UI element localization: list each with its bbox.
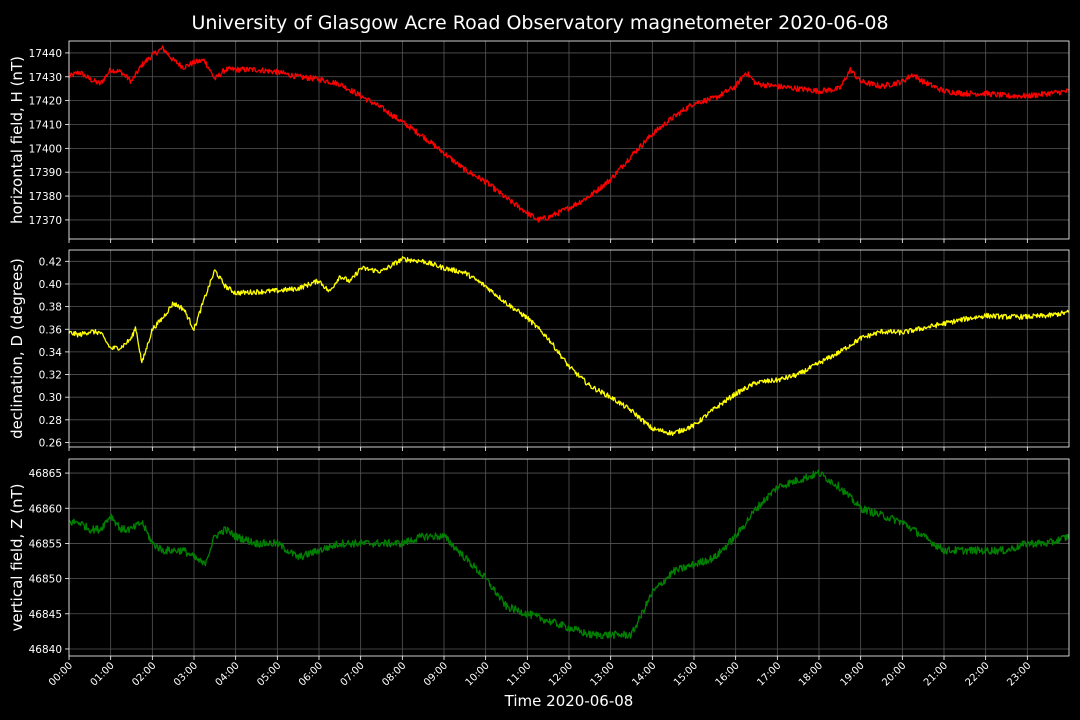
y-tick-label: 17430 [29,72,62,84]
x-tick-label: 14:00 [630,660,658,688]
x-tick-label: 18:00 [797,660,825,688]
y-tick-label: 46840 [29,644,62,656]
y-axis-label: declination, D (degrees) [8,258,26,439]
y-tick-label: 46845 [29,609,62,621]
y-tick-label: 17400 [29,143,62,155]
x-tick-label: 00:00 [47,660,75,688]
y-tick-label: 46855 [29,538,62,550]
x-tick-label: 21:00 [922,660,950,688]
x-tick-label: 11:00 [505,660,533,688]
panel-d: 0.26 0.28 0.30 0.32 0.34 0.36 0.38 0.40 0.42 decl… [8,249,1070,451]
x-tick-label: 22:00 [964,660,992,688]
y-tick-label: 0.28 [39,415,62,427]
y-tick-label: 17440 [29,48,62,60]
y-tick-label: 0.34 [39,347,63,359]
y-tick-label: 0.32 [39,370,62,382]
x-axis-label: Time 2020-06-08 [504,692,634,710]
x-tick-label: 20:00 [880,660,908,688]
y-tick-label: 46865 [29,468,62,480]
x-tick-label: 03:00 [172,660,200,688]
y-tick-label: 17380 [29,191,62,203]
x-tick-labels: 00:00 01:00 02:00 03:00 04:00 05:00 06:00 07:00… [47,660,1033,688]
plot-frame [68,249,1070,448]
y-tick-label: 0.36 [39,324,63,336]
y-tick-label: 0.38 [39,302,62,314]
series-line-z [68,469,1070,640]
chart-title: University of Glasgow Acre Road Observat… [191,12,888,34]
x-tick-label: 17:00 [755,660,783,688]
panel-h: 17370 17380 17390 17400 17410 17420 17430 17440… [8,40,1070,243]
x-tick-label: 02:00 [130,660,158,688]
y-tick-label: 46860 [29,503,62,515]
y-tick-label: 46850 [29,574,62,586]
x-tick-label: 04:00 [214,660,242,688]
y-tick-label: 0.26 [39,437,63,449]
y-tick-label: 0.30 [39,392,62,404]
x-tick-label: 16:00 [714,660,742,688]
x-tick-label: 23:00 [1005,660,1033,688]
x-tick-label: 15:00 [672,660,700,688]
x-tick-label: 05:00 [255,660,283,688]
series-line-h [68,45,1070,223]
y-tick-label: 17390 [29,167,62,179]
x-tick-label: 01:00 [89,660,117,688]
plot-frame [68,40,1070,240]
plot-frame [68,458,1070,657]
series-line-d [68,256,1070,437]
y-tick-label: 17420 [29,96,62,108]
x-tick-label: 08:00 [380,660,408,688]
x-tick-label: 12:00 [547,660,575,688]
y-axis-label: horizontal field, H (nT) [8,56,26,224]
x-tick-label: 07:00 [339,660,367,688]
x-tick-label: 19:00 [839,660,867,688]
x-tick-label: 10:00 [464,660,492,688]
y-tick-label: 17370 [29,215,62,227]
x-tick-label: 06:00 [297,660,325,688]
y-axis-label: vertical field, Z (nT) [8,483,26,631]
x-tick-label: 13:00 [589,660,617,688]
y-tick-label: 0.42 [39,256,62,268]
panels-group: 17370 17380 17390 17400 17410 17420 17430 17440… [8,40,1070,660]
y-tick-label: 17410 [29,119,62,131]
y-tick-label: 0.40 [39,279,62,291]
x-tick-label: 09:00 [422,660,450,688]
